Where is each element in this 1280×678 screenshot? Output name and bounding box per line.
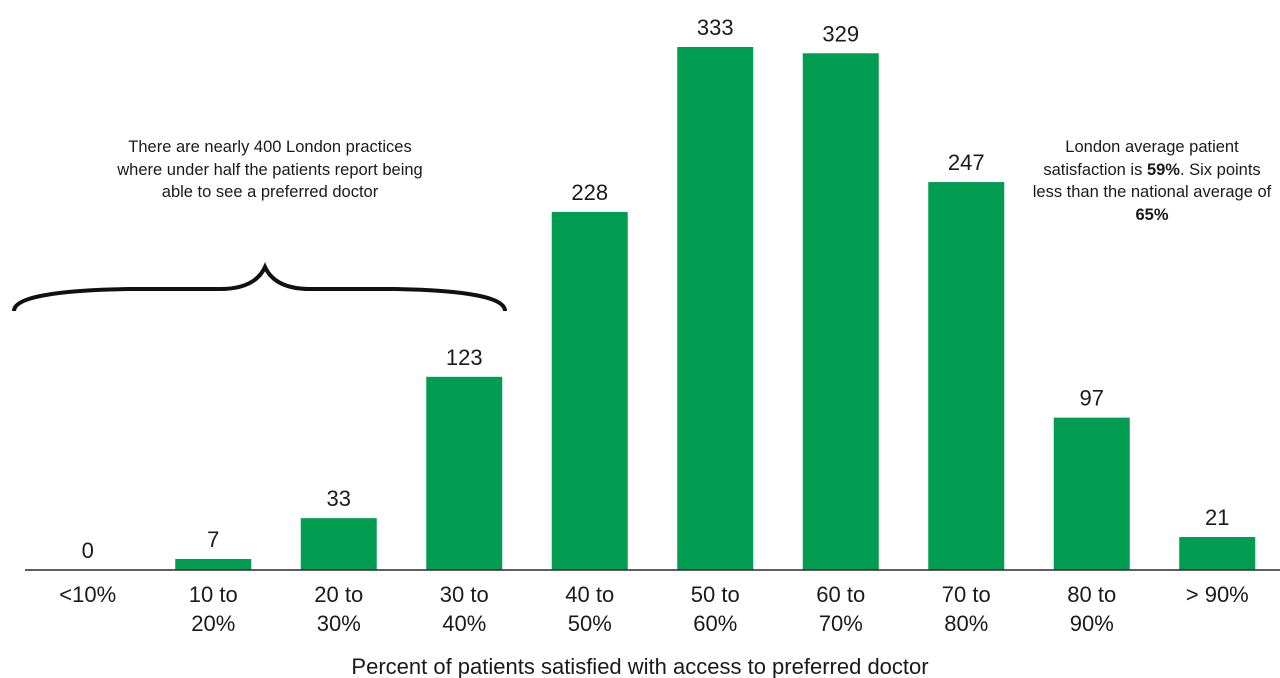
left-annotation: There are nearly 400 London practices wh… bbox=[117, 138, 423, 201]
bar-value-label: 228 bbox=[571, 180, 608, 205]
right-annotation-text-1: London average patient satisfaction is bbox=[1043, 138, 1239, 179]
bar-value-label: 329 bbox=[822, 21, 859, 46]
x-tick-label: 40 to 50% bbox=[565, 582, 614, 636]
bar-value-labels: 0 7 33 123 228 333 329 247 97 21 bbox=[82, 15, 1230, 563]
x-tick-label: 10 to 20% bbox=[189, 582, 238, 636]
bar bbox=[928, 182, 1005, 570]
x-tick-label: 80 to 90% bbox=[1067, 582, 1116, 636]
bar bbox=[1179, 537, 1256, 570]
x-tick-label: 70 to 80% bbox=[942, 582, 991, 636]
curly-brace bbox=[12, 262, 507, 312]
bar-value-label: 333 bbox=[697, 15, 734, 40]
national-average-value: 65% bbox=[1135, 205, 1169, 224]
bar-value-label: 21 bbox=[1205, 505, 1229, 530]
x-tick-labels: <10% 10 to 20% 20 to 30% 30 to 40% 40 to 50% 50 t… bbox=[59, 582, 1248, 636]
bar bbox=[551, 211, 628, 570]
bar-value-label: 123 bbox=[446, 345, 483, 370]
bar bbox=[426, 376, 503, 570]
bar-value-label: 247 bbox=[948, 150, 985, 175]
x-tick-label: > 90% bbox=[1186, 582, 1249, 607]
bar-value-label: 7 bbox=[207, 527, 219, 552]
bars-group bbox=[175, 47, 1256, 570]
bar bbox=[802, 53, 879, 570]
x-tick-label: 30 to 40% bbox=[440, 582, 489, 636]
x-tick-label: <10% bbox=[59, 582, 116, 607]
right-annotation-text-2: . Six points less than the national aver… bbox=[1032, 160, 1272, 202]
bar-value-label: 97 bbox=[1080, 386, 1104, 411]
x-tick-label: 50 to 60% bbox=[691, 582, 740, 636]
bar bbox=[300, 518, 377, 570]
bar bbox=[1053, 417, 1130, 570]
bar-value-label: 33 bbox=[327, 486, 351, 511]
x-axis-title: Percent of patients satisfied with acces… bbox=[351, 654, 928, 678]
bar bbox=[677, 47, 754, 570]
right-annotation: London average patient satisfaction is 5… bbox=[1030, 136, 1274, 226]
x-tick-label: 60 to 70% bbox=[816, 582, 865, 636]
bar bbox=[175, 559, 252, 570]
london-average-value: 59% bbox=[1146, 160, 1180, 179]
x-tick-label: 20 to 30% bbox=[314, 582, 363, 636]
bar-value-label: 0 bbox=[82, 538, 94, 563]
